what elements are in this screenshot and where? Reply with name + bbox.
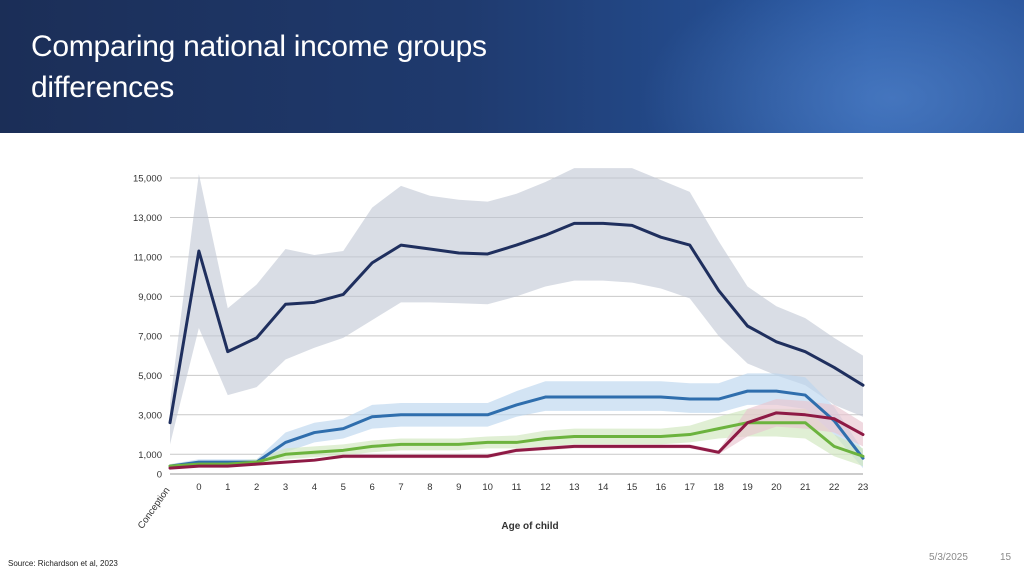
series-band	[170, 373, 863, 469]
x-tick-label: 6	[369, 482, 374, 493]
x-tick-label: 9	[456, 482, 461, 493]
slide-header: Comparing national income groups differe…	[0, 0, 1024, 133]
slide-date: 5/3/2025	[929, 552, 968, 563]
x-tick-label: 4	[312, 482, 317, 493]
y-tick-label: 13,000	[133, 213, 162, 224]
x-tick-label: 14	[598, 482, 609, 493]
y-tick-label: 0	[157, 470, 162, 481]
y-tick-label: 11,000	[134, 252, 162, 263]
slide-number: 15	[1000, 552, 1012, 563]
y-tick-label: 5,000	[138, 371, 162, 382]
series-band	[170, 408, 863, 469]
x-tick-label: 20	[771, 482, 782, 493]
y-tick-label: 7,000	[138, 331, 162, 342]
x-tick-label: 12	[540, 482, 551, 493]
series-line	[168, 221, 865, 425]
x-tick-label: 8	[427, 482, 432, 493]
x-tick-label: 5	[341, 482, 346, 493]
y-tick-label: 15,000	[133, 174, 162, 185]
series-band	[170, 168, 863, 445]
x-tick-label: 23	[858, 482, 869, 493]
y-tick-label: 1,000	[138, 450, 162, 461]
x-tick-label: 22	[829, 482, 840, 493]
series-line	[168, 389, 865, 468]
chart-series-lines	[168, 221, 865, 470]
x-tick-label: Conception	[136, 485, 173, 531]
header-glow	[640, 0, 1024, 133]
x-tick-label: 0	[196, 482, 201, 493]
x-tick-label: 19	[742, 482, 753, 493]
chart-confidence-bands	[170, 168, 863, 470]
slide-title: Comparing national income groups differe…	[31, 30, 487, 104]
x-tick-label: 7	[398, 482, 403, 493]
x-tick-label: 18	[713, 482, 724, 493]
x-tick-label: 10	[482, 482, 493, 493]
x-tick-label: 2	[254, 482, 259, 493]
source-note: Source: Richardson et al, 2023	[8, 559, 118, 568]
series-band	[170, 399, 863, 470]
x-tick-label: 1	[225, 482, 230, 493]
x-tick-label: 21	[800, 482, 811, 493]
x-tick-label: 3	[283, 482, 288, 493]
x-tick-label: 17	[684, 482, 695, 493]
x-tick-label: 11	[512, 482, 522, 493]
x-tick-label: 13	[569, 482, 580, 493]
chart-y-tick-labels: 0 1,000 3,000 5,000 7,000 9,000 11,000 13,000 15…	[133, 174, 162, 481]
y-tick-label: 3,000	[138, 410, 162, 421]
series-line	[168, 411, 865, 470]
x-tick-label: 15	[627, 482, 638, 493]
x-axis-label: Age of child	[501, 521, 558, 532]
x-tick-label: 16	[656, 482, 667, 493]
y-tick-label: 9,000	[138, 292, 162, 303]
